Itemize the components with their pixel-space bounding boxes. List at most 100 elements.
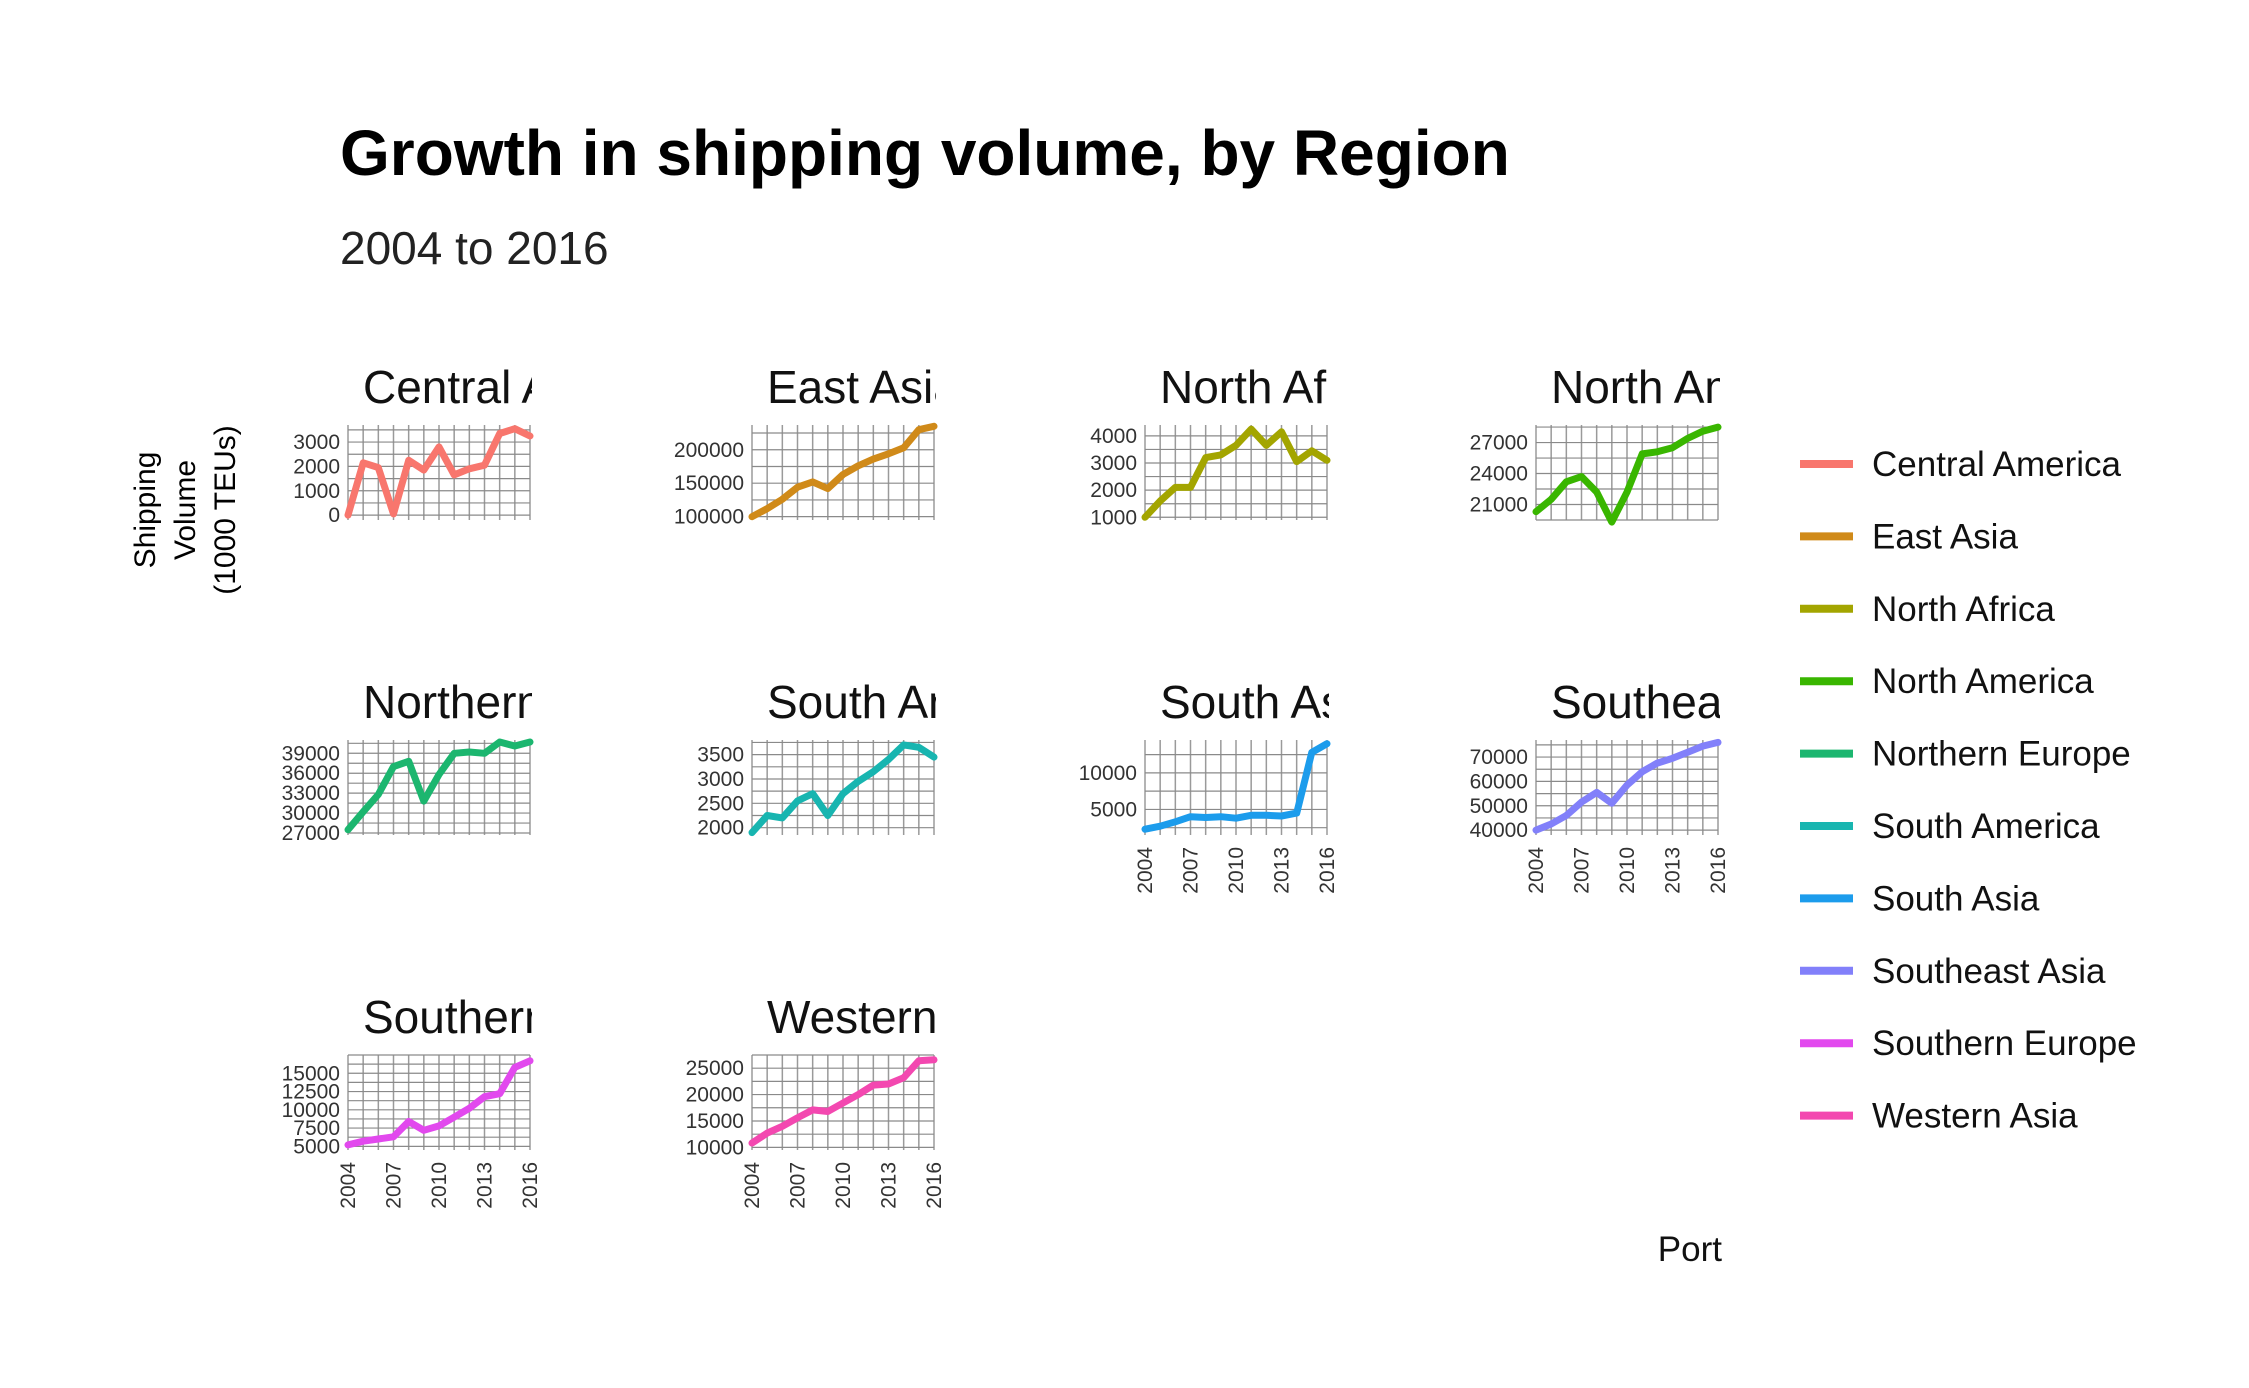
y-tick-label: 39000 — [282, 742, 340, 765]
series-line-east-asia — [748, 422, 938, 521]
panel-title: East Asia — [767, 361, 959, 413]
series-line-south-america — [748, 741, 938, 837]
series-line-western-asia — [748, 1056, 938, 1147]
y-tick-label: 12500 — [282, 1081, 340, 1104]
panel-title: Southern — [363, 991, 550, 1043]
x-tick-label: 2007 — [1571, 847, 1594, 894]
y-tick-label: 25000 — [686, 1057, 744, 1080]
y-tick-label: 100000 — [674, 506, 744, 529]
legend-item-southeast-asia: Southeast Asia — [1800, 952, 2106, 991]
series-line-north-africa — [1141, 425, 1331, 521]
series-line-north-america — [1532, 423, 1722, 526]
x-tick-label: 2010 — [1616, 847, 1639, 894]
x-tick-label: 2007 — [383, 1162, 406, 1209]
y-axis-label-line-1: Shipping — [129, 452, 162, 569]
panel-title: Southeas — [1551, 676, 1745, 728]
y-axis-label-line-3: (1000 TEUs) — [209, 425, 242, 595]
panel-title: Central A — [363, 361, 553, 413]
x-tick-label: 2013 — [1662, 847, 1685, 894]
legend: Central America East Asia North Africa Nort… — [1800, 445, 2137, 1136]
legend-label: South America — [1872, 807, 2100, 846]
y-tick-label: 15000 — [686, 1110, 744, 1133]
panel-title: South An — [767, 676, 954, 728]
series-line-southern-europe — [344, 1057, 534, 1149]
legend-item-northern-europe: Northern Europe — [1800, 735, 2131, 774]
y-tick-label: 5000 — [1090, 798, 1137, 821]
y-tick-label: 4000 — [1090, 425, 1137, 448]
chart-subtitle: 2004 to 2016 — [340, 222, 609, 274]
x-tick-label: 2016 — [923, 1162, 946, 1209]
x-tick-label: 2010 — [832, 1162, 855, 1209]
panel-north-africa: North Afr 1000 2000 3000 4000 — [1090, 361, 1342, 529]
y-axis-label-line-2: Volume — [169, 460, 202, 560]
legend-label: Northern Europe — [1872, 735, 2131, 774]
legend-item-east-asia: East Asia — [1800, 517, 2018, 556]
x-tick-label: 2016 — [1707, 847, 1730, 894]
y-tick-label: 21000 — [1470, 494, 1528, 517]
legend-item-south-america: South America — [1800, 807, 2100, 846]
y-tick-label: 27000 — [1470, 432, 1528, 455]
y-tick-label: 70000 — [1470, 746, 1528, 769]
y-tick-label: 1000 — [293, 480, 340, 503]
legend-item-central-america: Central America — [1800, 445, 2122, 484]
x-tick-label: 2004 — [1134, 847, 1157, 894]
y-tick-label: 27000 — [282, 822, 340, 845]
x-tick-label: 2004 — [741, 1162, 764, 1209]
y-tick-label: 24000 — [1470, 463, 1528, 486]
x-tick-label: 2010 — [428, 1162, 451, 1209]
y-tick-label: 33000 — [282, 782, 340, 805]
y-tick-label: 30000 — [282, 802, 340, 825]
y-tick-label: 36000 — [282, 762, 340, 785]
y-tick-label: 60000 — [1470, 770, 1528, 793]
y-tick-label: 2000 — [293, 455, 340, 478]
legend-item-western-asia: Western Asia — [1800, 1097, 2078, 1136]
legend-label: North Africa — [1872, 590, 2055, 629]
panel-north-america: North Am 21000 24000 27000 — [1470, 361, 1743, 526]
legend-label: Central America — [1872, 445, 2122, 484]
y-tick-label: 1000 — [1090, 506, 1137, 529]
panel-title: North Am — [1551, 361, 1743, 413]
legend-item-southern-europe: Southern Europe — [1800, 1024, 2137, 1063]
caption: Port — [1658, 1230, 1722, 1269]
series-line-south-asia — [1141, 740, 1331, 833]
y-tick-label: 5000 — [293, 1135, 340, 1158]
panel-title: North Afr — [1160, 361, 1342, 413]
panel-east-asia: East Asia 100000 150000 200000 — [674, 361, 959, 529]
legend-label: East Asia — [1872, 517, 2018, 556]
panel-title: South As — [1160, 676, 1344, 728]
x-tick-label: 2007 — [787, 1162, 810, 1209]
legend-item-north-africa: North Africa — [1800, 590, 2055, 629]
y-tick-label: 2500 — [697, 792, 744, 815]
series-line-central-america — [344, 425, 534, 519]
y-tick-label: 2000 — [1090, 479, 1137, 502]
y-tick-label: 7500 — [293, 1117, 340, 1140]
y-tick-label: 50000 — [1470, 795, 1528, 818]
y-tick-label: 2000 — [697, 817, 744, 840]
panel-title: Western A — [767, 991, 979, 1043]
y-tick-label: 150000 — [674, 472, 744, 495]
y-tick-label: 10000 — [282, 1099, 340, 1122]
chart-title: Growth in shipping volume, by Region — [340, 117, 1510, 189]
x-tick-label: 2016 — [1316, 847, 1339, 894]
x-tick-label: 2013 — [474, 1162, 497, 1209]
panel-south-asia: South As 5000 10000 2004 2007 2010 2013 2016 — [1079, 676, 1344, 894]
panel-title: Northern — [363, 676, 542, 728]
x-tick-label: 2013 — [878, 1162, 901, 1209]
y-axis-label: Shipping Volume (1000 TEUs) — [129, 425, 242, 595]
x-tick-label: 2007 — [1180, 847, 1203, 894]
y-tick-label: 3500 — [697, 744, 744, 767]
series-line-northern-europe — [344, 738, 534, 834]
y-tick-label: 3000 — [293, 431, 340, 454]
y-tick-label: 40000 — [1470, 819, 1528, 842]
legend-label: Western Asia — [1872, 1097, 2078, 1136]
panel-western-asia: Western A 10000 15000 20000 25000 2004 2007 201… — [686, 991, 979, 1209]
x-tick-label: 2004 — [1525, 847, 1548, 894]
legend-label: South Asia — [1872, 879, 2040, 918]
legend-item-north-america: North America — [1800, 662, 2094, 701]
